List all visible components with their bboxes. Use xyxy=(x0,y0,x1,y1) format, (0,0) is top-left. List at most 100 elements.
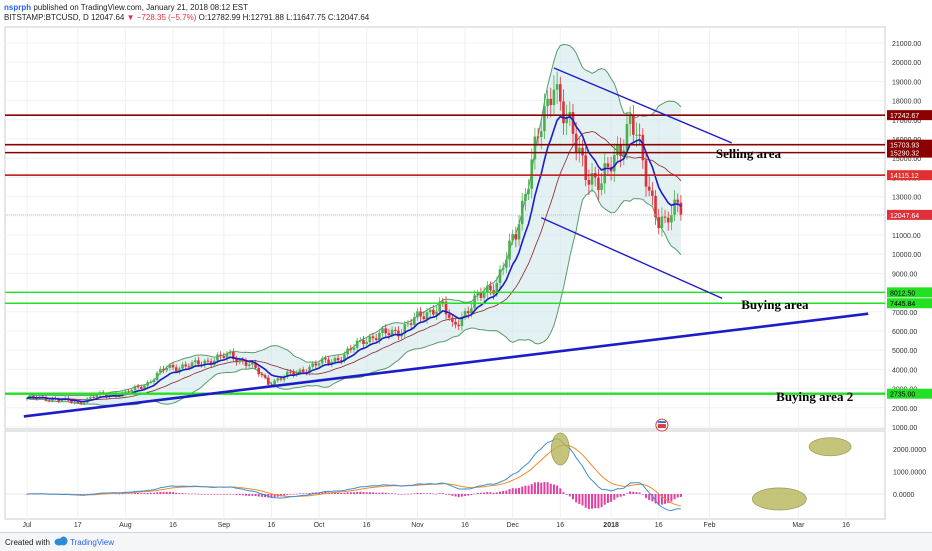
macd-histogram-bar xyxy=(381,492,384,494)
macd-histogram-bar xyxy=(473,493,476,495)
candle-body xyxy=(647,186,651,191)
price-tick-label: 6000.00 xyxy=(892,329,917,336)
candle-body xyxy=(387,333,391,336)
candle-body xyxy=(473,295,476,309)
candle-body xyxy=(203,360,207,365)
macd-histogram-bar xyxy=(251,494,254,496)
macd-histogram-bar xyxy=(489,492,492,494)
candle-body xyxy=(654,195,657,218)
price-tick-label: 4000.00 xyxy=(892,367,917,374)
macd-histogram-bar xyxy=(305,493,308,494)
macd-histogram-bar xyxy=(606,494,609,503)
candle-body xyxy=(282,376,286,380)
candle-body xyxy=(524,194,527,201)
candle-body xyxy=(171,364,175,368)
candle-body xyxy=(543,106,546,132)
candle-body xyxy=(606,163,610,167)
candle-body xyxy=(89,396,92,399)
macd-histogram-bar xyxy=(283,494,286,496)
macd-histogram-bar xyxy=(133,493,136,494)
candle-body xyxy=(181,364,184,369)
macd-histogram-bar xyxy=(187,493,190,495)
candle-body xyxy=(257,367,261,375)
macd-histogram-bar xyxy=(524,485,527,494)
price-level-tag xyxy=(887,209,932,220)
candle-body xyxy=(159,368,162,373)
macd-histogram-bar xyxy=(273,494,276,498)
macd-histogram-bar xyxy=(502,491,505,494)
candle-body xyxy=(555,84,559,90)
price-tick-label: 15000.00 xyxy=(892,156,921,163)
macd-histogram-bar xyxy=(384,492,387,494)
price-tick-label: 18000.00 xyxy=(892,99,921,106)
footer-bar: Created with TradingView xyxy=(0,532,932,551)
macd-histogram-bar xyxy=(159,491,162,494)
tradingview-brand[interactable]: TradingView xyxy=(70,538,115,547)
candle-body xyxy=(193,360,197,363)
macd-histogram-bar xyxy=(286,494,289,495)
macd-histogram-bar xyxy=(597,494,600,509)
macd-histogram-bar xyxy=(406,493,409,495)
candle-body xyxy=(149,381,153,383)
macd-tick-label: 0.0000 xyxy=(893,492,915,499)
symbol-line: BITSTAMP:BTCUSD, D 12047.64 ▼ −728.35 (−… xyxy=(4,13,369,22)
price-level-tag xyxy=(887,110,932,121)
candle-body xyxy=(565,117,568,124)
price-level-tag-label: 2735.00 xyxy=(890,392,915,399)
annotation-label: Buying area 2 xyxy=(776,389,853,404)
candle-body xyxy=(514,234,518,240)
macd-histogram-bar xyxy=(302,493,305,494)
macd-histogram-bar xyxy=(121,493,124,495)
macd-histogram-bar xyxy=(460,494,463,497)
candle-body xyxy=(143,385,146,389)
candle-body xyxy=(314,363,318,366)
candle-body xyxy=(279,378,283,380)
candle-body xyxy=(352,347,356,350)
macd-histogram-bar xyxy=(422,493,425,495)
candle-body xyxy=(311,363,314,367)
macd-histogram-bar xyxy=(343,492,346,494)
candle-body xyxy=(114,393,118,397)
symbol[interactable]: BITSTAMP:BTCUSD, D xyxy=(4,13,89,22)
macd-histogram-bar xyxy=(629,491,632,494)
candle-body xyxy=(324,358,327,360)
candle-body xyxy=(479,293,483,298)
candle-body xyxy=(378,333,381,341)
annotation-label: Buying area xyxy=(741,297,809,312)
candle-body xyxy=(228,351,232,354)
macd-histogram-bar xyxy=(425,493,428,494)
candle-body xyxy=(355,340,359,348)
candle-body xyxy=(286,371,289,377)
macd-histogram-bar xyxy=(470,494,473,495)
author-name[interactable]: nsprph xyxy=(4,3,32,12)
macd-histogram-bar xyxy=(359,491,362,494)
macd-histogram-bar xyxy=(175,492,178,494)
price-tick-label: 5000.00 xyxy=(892,348,917,355)
calendar-event-icon xyxy=(657,421,666,424)
candle-body xyxy=(359,340,362,342)
candle-body xyxy=(241,359,245,362)
candle-body xyxy=(225,353,229,358)
candle-body xyxy=(574,133,578,153)
candle-body xyxy=(374,338,378,341)
macd-histogram-bar xyxy=(508,489,511,494)
candle-body xyxy=(232,351,235,360)
candle-body xyxy=(70,400,73,403)
candle-body xyxy=(632,114,635,135)
candle-body xyxy=(82,402,86,404)
candle-body xyxy=(444,301,448,315)
candle-body xyxy=(333,357,337,362)
macd-histogram-bar xyxy=(632,491,635,494)
macd-histogram-bar xyxy=(124,493,127,494)
price-level-tag xyxy=(887,388,932,399)
macd-histogram-bar xyxy=(575,494,578,503)
macd-histogram-bar xyxy=(654,494,657,504)
tradingview-cloud-icon[interactable] xyxy=(54,536,68,546)
candle-body xyxy=(441,301,445,303)
candle-body xyxy=(152,379,156,382)
macd-histogram-bar xyxy=(330,492,333,494)
time-tick-label: 17 xyxy=(74,522,82,529)
price-tick-label: 20000.00 xyxy=(892,60,921,67)
candle-body xyxy=(263,375,267,378)
